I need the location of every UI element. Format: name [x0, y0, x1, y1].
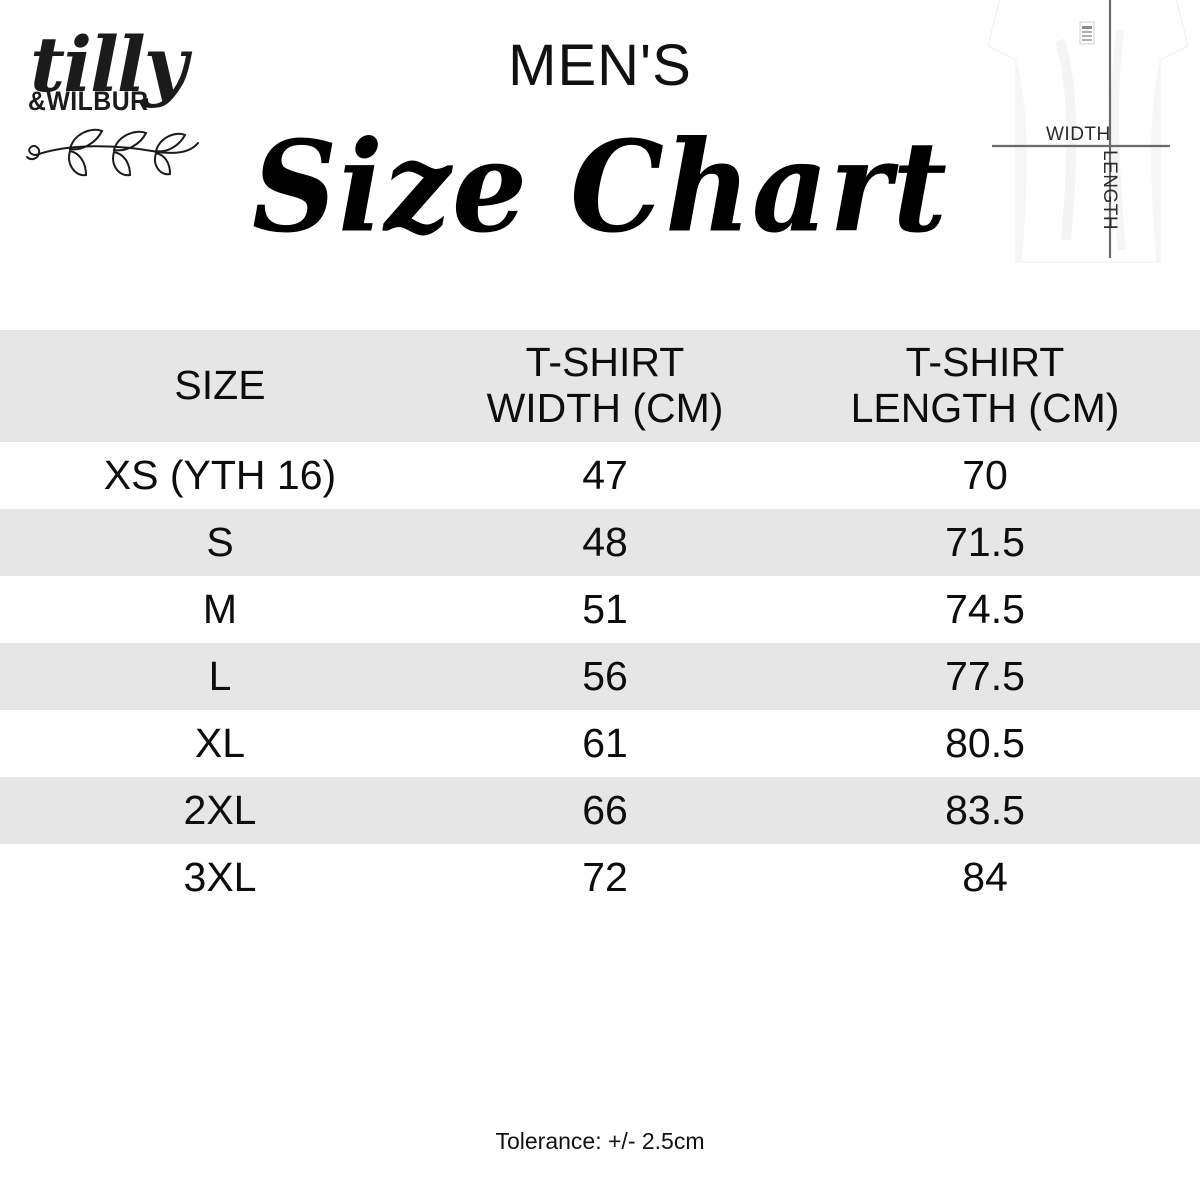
cell-size: 2XL: [0, 777, 440, 844]
leaf-branch-icon: [22, 121, 242, 184]
cell-length: 83.5: [770, 777, 1200, 844]
table-row: XS (YTH 16) 47 70: [0, 442, 1200, 509]
cell-width: 48: [440, 509, 770, 576]
column-header-length: T-SHIRT LENGTH (CM): [770, 330, 1200, 442]
cell-size: L: [0, 643, 440, 710]
tolerance-note: Tolerance: +/- 2.5cm: [495, 1128, 705, 1154]
brand-name-script: tilly: [30, 20, 188, 109]
column-header-width-line2: WIDTH (CM): [486, 385, 724, 431]
cell-size: XL: [0, 710, 440, 777]
width-label: WIDTH: [1046, 124, 1111, 145]
column-header-size-line2: SIZE: [174, 362, 266, 409]
cell-width: 56: [440, 643, 770, 710]
table-row: XL 61 80.5: [0, 710, 1200, 777]
cell-size: XS (YTH 16): [0, 442, 440, 509]
size-chart-table: SIZE T-SHIRT WIDTH (CM) T-SHIRT LENGTH (…: [0, 330, 1200, 911]
cell-width: 47: [440, 442, 770, 509]
cell-length: 80.5: [770, 710, 1200, 777]
column-header-length-line1: T-SHIRT: [905, 339, 1065, 386]
cell-width: 61: [440, 710, 770, 777]
column-header-width: T-SHIRT WIDTH (CM): [440, 330, 770, 442]
table-row: L 56 77.5: [0, 643, 1200, 710]
brand-name-sub: &WILBUR: [28, 85, 149, 116]
cell-length: 71.5: [770, 509, 1200, 576]
cell-width: 66: [440, 777, 770, 844]
column-header-size: SIZE: [0, 330, 440, 442]
table-header-row: SIZE T-SHIRT WIDTH (CM) T-SHIRT LENGTH (…: [0, 330, 1200, 442]
tshirt-diagram: WIDTH LENGTH: [970, 0, 1200, 290]
cell-width: 51: [440, 576, 770, 643]
table-row: M 51 74.5: [0, 576, 1200, 643]
column-header-width-line1: T-SHIRT: [525, 339, 685, 386]
table-row: 3XL 72 84: [0, 844, 1200, 911]
cell-size: S: [0, 509, 440, 576]
cell-length: 84: [770, 844, 1200, 911]
title-block: MEN'S Size Chart: [250, 0, 950, 260]
table-row: S 48 71.5: [0, 509, 1200, 576]
cell-length: 77.5: [770, 643, 1200, 710]
table-row: 2XL 66 83.5: [0, 777, 1200, 844]
cell-size: 3XL: [0, 844, 440, 911]
brand-logo: tilly &WILBUR: [22, 20, 242, 270]
column-header-length-line2: LENGTH (CM): [850, 385, 1120, 431]
cell-length: 70: [770, 442, 1200, 509]
neck-label-icon: [1079, 21, 1095, 45]
cell-size: M: [0, 576, 440, 643]
cell-width: 72: [440, 844, 770, 911]
page-eyebrow: MEN'S: [508, 33, 692, 98]
cell-length: 74.5: [770, 576, 1200, 643]
chart-header: tilly &WILBUR: [0, 0, 1200, 320]
page-title: Size Chart: [251, 112, 949, 261]
length-label: LENGTH: [1099, 150, 1120, 230]
